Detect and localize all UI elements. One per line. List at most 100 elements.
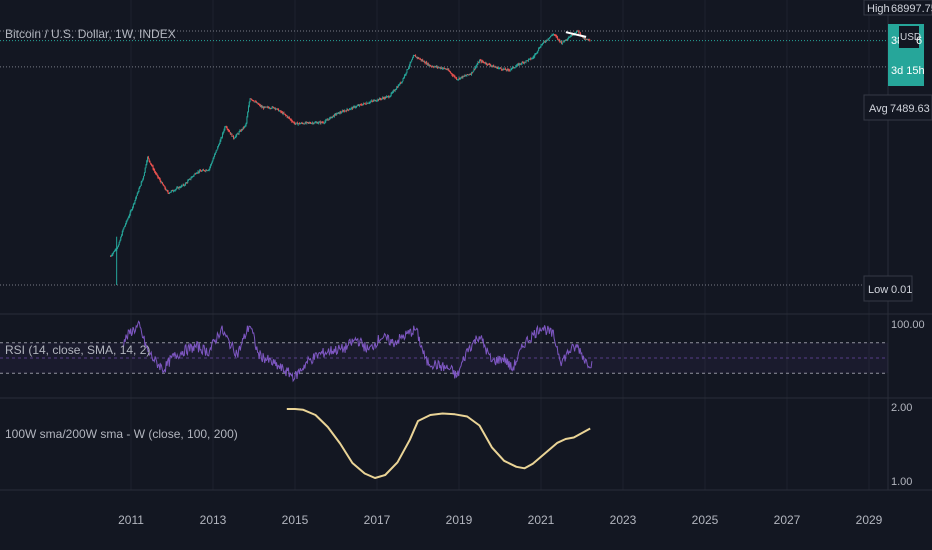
candle-body (345, 110, 347, 112)
ma-ratio-pane[interactable]: 100W sma/200W sma - W (close, 100, 200) (5, 408, 591, 479)
candle-body (113, 251, 115, 254)
candle-body (132, 206, 134, 210)
candle-body (117, 245, 119, 248)
candle-body (363, 103, 365, 105)
candle-body (146, 160, 148, 165)
candle-body (388, 96, 390, 98)
candle-body (399, 82, 401, 86)
candle-body (156, 174, 158, 175)
candle-body (534, 53, 536, 55)
candle-body (214, 154, 216, 157)
candle-body (341, 110, 343, 113)
candle-body (511, 67, 513, 70)
time-axis-label: 2029 (856, 513, 883, 527)
candle-body (458, 77, 460, 80)
candle-body (229, 132, 231, 134)
price-pane[interactable]: Bitcoin / U.S. Dollar, 1W, INDEX (0, 27, 888, 286)
candle-body (243, 127, 245, 129)
candle-body (471, 72, 473, 74)
candle-body (387, 96, 389, 98)
candle-body (550, 35, 552, 37)
candle-body (530, 58, 532, 60)
candle-body (295, 122, 297, 124)
candle-body (229, 131, 231, 133)
candle-body (161, 182, 163, 184)
candle-body (400, 82, 402, 84)
candle-body (319, 121, 321, 124)
candle-body (564, 40, 566, 42)
candle-body (320, 121, 322, 124)
candle-body (411, 58, 413, 60)
candle-body (416, 56, 418, 58)
price-scale[interactable]: High 68997.75 38 USD 6 3d 15h Avg 7489.6… (863, 0, 932, 488)
bar-countdown: 3d 15h (891, 65, 925, 77)
candle-body (187, 180, 189, 183)
candle-body (236, 133, 238, 136)
candle-body (529, 58, 531, 60)
candle-body (128, 214, 130, 217)
candle-body (278, 110, 280, 112)
candle-body (184, 183, 186, 186)
candle-body (177, 187, 179, 189)
candle-body (206, 170, 208, 172)
time-axis-label: 2015 (282, 513, 309, 527)
candle-body (443, 67, 445, 69)
candle-body (123, 227, 125, 230)
candle-body (365, 104, 367, 105)
candle-body (430, 66, 432, 67)
avg-tag: Avg 7489.63 (863, 94, 932, 121)
candle-body (115, 249, 117, 251)
currency-label: USD (900, 32, 921, 43)
candle-body (298, 123, 300, 124)
candle-body (471, 72, 473, 75)
candle-body (195, 173, 197, 174)
candle-body (346, 109, 348, 112)
candle-body (113, 251, 115, 253)
candle-body (136, 195, 138, 198)
candle-body (359, 104, 361, 106)
candle-body (129, 211, 131, 215)
candle-body (501, 69, 503, 71)
candle-body (355, 106, 357, 108)
candle-body (579, 32, 581, 36)
candle-body (250, 98, 252, 100)
candle-body (309, 122, 311, 124)
candle-body (302, 123, 304, 125)
candle-body (384, 97, 386, 99)
candle-body (505, 69, 507, 71)
candle-body (175, 188, 177, 190)
candle-body (158, 177, 160, 179)
candle-body (562, 40, 564, 43)
time-axis[interactable]: 2011 2013 2015 2017 2019 2021 2023 2025 2027 2029 (118, 513, 883, 527)
candle-body (167, 191, 169, 194)
candle-body (438, 67, 439, 69)
candle-body (333, 114, 335, 117)
ma-ratio-line (286, 408, 591, 479)
candle-body (344, 110, 346, 112)
candle-body (394, 90, 396, 91)
candle-body (281, 112, 283, 114)
candle-body (347, 109, 349, 110)
candle-body (460, 77, 462, 79)
candle-body (326, 119, 328, 121)
candle-body (525, 60, 527, 62)
candle-body (203, 169, 205, 171)
candle-body (535, 53, 537, 55)
candle-body (311, 122, 313, 124)
candle-body (166, 189, 168, 192)
candle-body (272, 106, 274, 108)
candle-body (414, 55, 416, 56)
candle-body (381, 98, 383, 100)
candle-body (303, 123, 305, 125)
rsi-pane[interactable]: RSI (14, close, SMA, 14, 2) (0, 320, 888, 383)
candle-body (165, 189, 167, 191)
candle-body (373, 100, 375, 102)
candle-body (463, 75, 465, 77)
candle-body (210, 164, 212, 168)
ma-axis-bottom-label: 1.00 (891, 476, 912, 488)
candle-body (476, 64, 478, 66)
candle-body (367, 103, 369, 104)
candle-body (378, 99, 380, 101)
candle-body (214, 152, 216, 155)
